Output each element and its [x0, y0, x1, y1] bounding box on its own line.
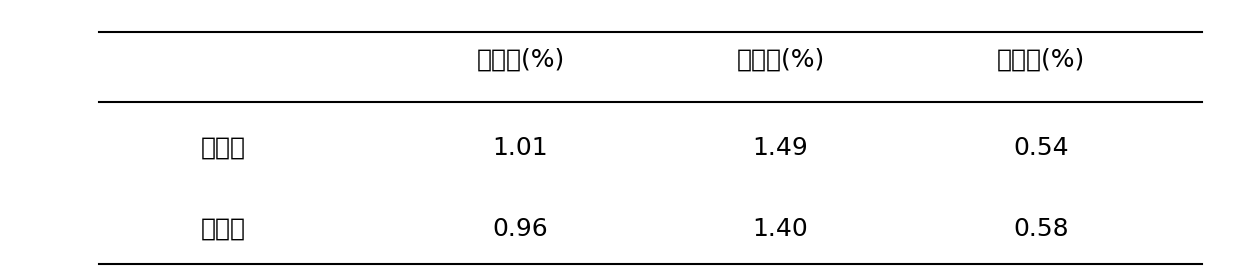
Text: 1.40: 1.40: [753, 217, 808, 241]
Text: 真实値: 真实値: [201, 136, 245, 160]
Text: 1.49: 1.49: [753, 136, 808, 160]
Text: 0.54: 0.54: [1014, 136, 1068, 160]
Text: 平均値(%): 平均値(%): [476, 47, 565, 71]
Text: 监测値: 监测値: [201, 217, 245, 241]
Text: 1.01: 1.01: [493, 136, 548, 160]
Text: 0.58: 0.58: [1014, 217, 1068, 241]
Text: 0.96: 0.96: [493, 217, 548, 241]
Text: 最大値(%): 最大値(%): [736, 47, 825, 71]
Text: 最小値(%): 最小値(%): [996, 47, 1085, 71]
